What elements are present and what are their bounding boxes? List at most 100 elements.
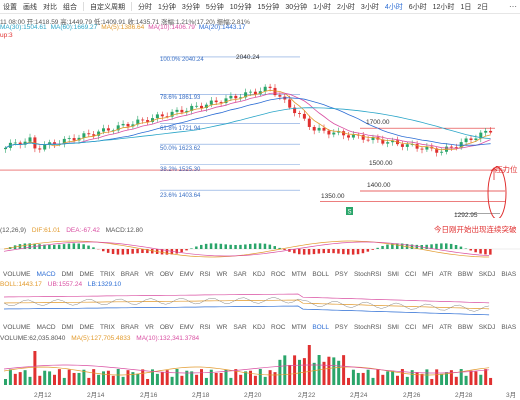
- candle-body: [366, 139, 370, 141]
- macd-bar: [332, 249, 335, 254]
- macd-bar: [53, 244, 56, 249]
- more-icon[interactable]: ⋯: [509, 2, 517, 11]
- boll-tab-volume[interactable]: VOLUME: [3, 323, 31, 331]
- boll-tab-brar[interactable]: BRAR: [120, 323, 139, 331]
- boll-tab-skdj[interactable]: SKDJ: [478, 323, 496, 331]
- boll-tab-wr[interactable]: WR: [216, 323, 228, 331]
- volume-bar: [229, 377, 233, 385]
- macd-tab-psy[interactable]: PSY: [334, 270, 348, 278]
- macd-tab-obv[interactable]: OBV: [159, 270, 174, 278]
- toolbar-item-10[interactable]: 15分钟: [257, 3, 280, 11]
- boll-tab-obv[interactable]: OBV: [159, 323, 174, 331]
- macd-tab-skdj[interactable]: SKDJ: [478, 270, 496, 278]
- toolbar-item-16[interactable]: 6小时: [408, 3, 427, 11]
- boll-tab-emv[interactable]: EMV: [179, 323, 194, 331]
- toolbar-item-2[interactable]: 对比: [43, 3, 57, 11]
- boll-tab-dme[interactable]: DME: [79, 323, 94, 331]
- macd-tab-macd[interactable]: MACD: [36, 270, 56, 278]
- boll-tab-macd[interactable]: MACD: [36, 323, 56, 331]
- candlestick-chart[interactable]: S: [0, 40, 520, 218]
- volume-bar: [38, 375, 42, 385]
- toolbar-item-11[interactable]: 30分钟: [285, 3, 308, 11]
- indicator-tabs-boll: VOLUME MACD DMI DME TRIX BRAR VR OBV EMV RSI WR SAR…: [0, 321, 520, 333]
- boll-tab-vr[interactable]: VR: [144, 323, 154, 331]
- macd-tab-dmi[interactable]: DMI: [61, 270, 74, 278]
- x-axis-label: 2月12: [34, 392, 52, 399]
- candle-body: [38, 148, 42, 150]
- volume-bar: [435, 369, 439, 385]
- boll-tab-trix[interactable]: TRIX: [99, 323, 115, 331]
- macd-tab-cci[interactable]: CCI: [404, 270, 417, 278]
- boll-tab-dmi[interactable]: DMI: [61, 323, 74, 331]
- candle-body: [87, 133, 91, 135]
- boll-tab-mtm[interactable]: MTM: [291, 323, 307, 331]
- boll-tab-atr[interactable]: ATR: [439, 323, 452, 331]
- volume-bar: [57, 369, 61, 385]
- boll-tab-mfi[interactable]: MFI: [422, 323, 434, 331]
- candle-body: [469, 138, 473, 140]
- boll-tab-psy[interactable]: PSY: [334, 323, 348, 331]
- toolbar-item-13[interactable]: 2小时: [337, 3, 355, 11]
- boll-tab-kdj[interactable]: KDJ: [252, 323, 266, 331]
- toolbar-item-3[interactable]: 组合: [63, 3, 77, 11]
- macd-tab-sar[interactable]: SAR: [233, 270, 247, 278]
- macd-tab-wr[interactable]: WR: [216, 270, 228, 278]
- macd-tab-boll[interactable]: BOLL: [312, 270, 329, 278]
- toolbar-item-15[interactable]: 4小时: [384, 3, 403, 11]
- macd-tab-kdj[interactable]: KDJ: [252, 270, 266, 278]
- boll-tab-smi[interactable]: SMI: [387, 323, 399, 331]
- macd-tab-bias[interactable]: BIAS: [501, 270, 517, 278]
- toolbar-item-9[interactable]: 10分钟: [229, 3, 252, 11]
- macd-tab-bbw[interactable]: BBW: [457, 270, 473, 278]
- macd-tab-rsi[interactable]: RSI: [199, 270, 211, 278]
- boll-tab-rsi[interactable]: RSI: [199, 323, 211, 331]
- macd-tab-volume[interactable]: VOLUME: [3, 270, 31, 278]
- toolbar-item-5[interactable]: 分时: [138, 3, 152, 11]
- fib-level-label: 23.6% 1403.64: [160, 193, 201, 199]
- boll-tab-roc[interactable]: ROC: [271, 323, 286, 331]
- boll-tab-bias[interactable]: BIAS: [501, 323, 517, 331]
- macd-tab-emv[interactable]: EMV: [179, 270, 194, 278]
- volume-bar: [87, 377, 91, 385]
- toolbar-item-17[interactable]: 12小时: [432, 3, 455, 11]
- macd-tab-trix[interactable]: TRIX: [99, 270, 115, 278]
- macd-tab-dme[interactable]: DME: [79, 270, 94, 278]
- boll-tab-boll[interactable]: BOLL: [312, 323, 329, 331]
- highlight-ellipse: [487, 166, 507, 218]
- boll-chart: [3, 293, 490, 316]
- candle-body: [209, 100, 213, 105]
- toolbar-item-12[interactable]: 1小时: [313, 3, 332, 11]
- macd-bar: [366, 249, 370, 252]
- macd-tab-mtm[interactable]: MTM: [291, 270, 307, 278]
- macd-bar: [454, 245, 458, 249]
- macd-bar: [307, 249, 311, 255]
- macd-tab-mfi[interactable]: MFI: [422, 270, 434, 278]
- volume-bar: [440, 373, 444, 385]
- toolbar-item-7[interactable]: 3分钟: [181, 3, 200, 11]
- toolbar-item-18[interactable]: 1日: [460, 3, 472, 11]
- toolbar-item-0[interactable]: 设置: [3, 3, 17, 11]
- macd-bar: [106, 249, 110, 253]
- macd-bar: [469, 249, 472, 251]
- toolbar-item-4[interactable]: 自定义周期: [90, 3, 125, 11]
- toolbar-item-6[interactable]: 1分钟: [158, 3, 176, 11]
- boll-tab-cci[interactable]: CCI: [404, 323, 417, 331]
- toolbar-item-1[interactable]: 画线: [23, 3, 37, 11]
- toolbar-item-8[interactable]: 5分钟: [205, 3, 224, 11]
- macd-tab-atr[interactable]: ATR: [439, 270, 452, 278]
- macd-tab-stochrsi[interactable]: StochRSI: [353, 270, 382, 278]
- volume-bar: [430, 378, 434, 385]
- boll-tab-bbw[interactable]: BBW: [457, 323, 473, 331]
- macd-tab-vr[interactable]: VR: [144, 270, 154, 278]
- macd-tab-brar[interactable]: BRAR: [120, 270, 139, 278]
- volume-bar: [170, 376, 174, 385]
- macd-tab-roc[interactable]: ROC: [271, 270, 286, 278]
- volume-bar: [327, 356, 331, 385]
- boll-tab-stochrsi[interactable]: StochRSI: [353, 323, 382, 331]
- toolbar-item-14[interactable]: 3小时: [360, 3, 379, 11]
- macd-bar: [136, 249, 139, 254]
- macd-tab-smi[interactable]: SMI: [387, 270, 399, 278]
- toolbar-item-19[interactable]: 2日: [477, 3, 489, 11]
- x-axis-label: 2月26: [403, 392, 421, 399]
- boll-tab-sar[interactable]: SAR: [233, 323, 247, 331]
